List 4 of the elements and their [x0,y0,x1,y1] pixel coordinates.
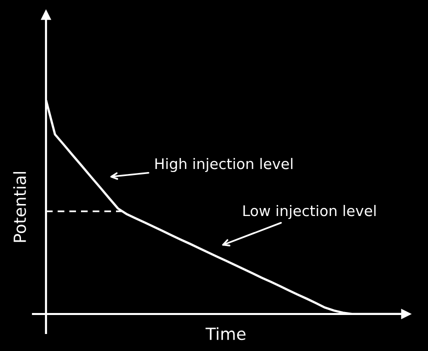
x-axis-title: Time [206,327,246,340]
annotation: High injection level [155,158,292,172]
y-axis-title: Potential [13,172,26,242]
annotation: Low injection level [243,204,376,220]
